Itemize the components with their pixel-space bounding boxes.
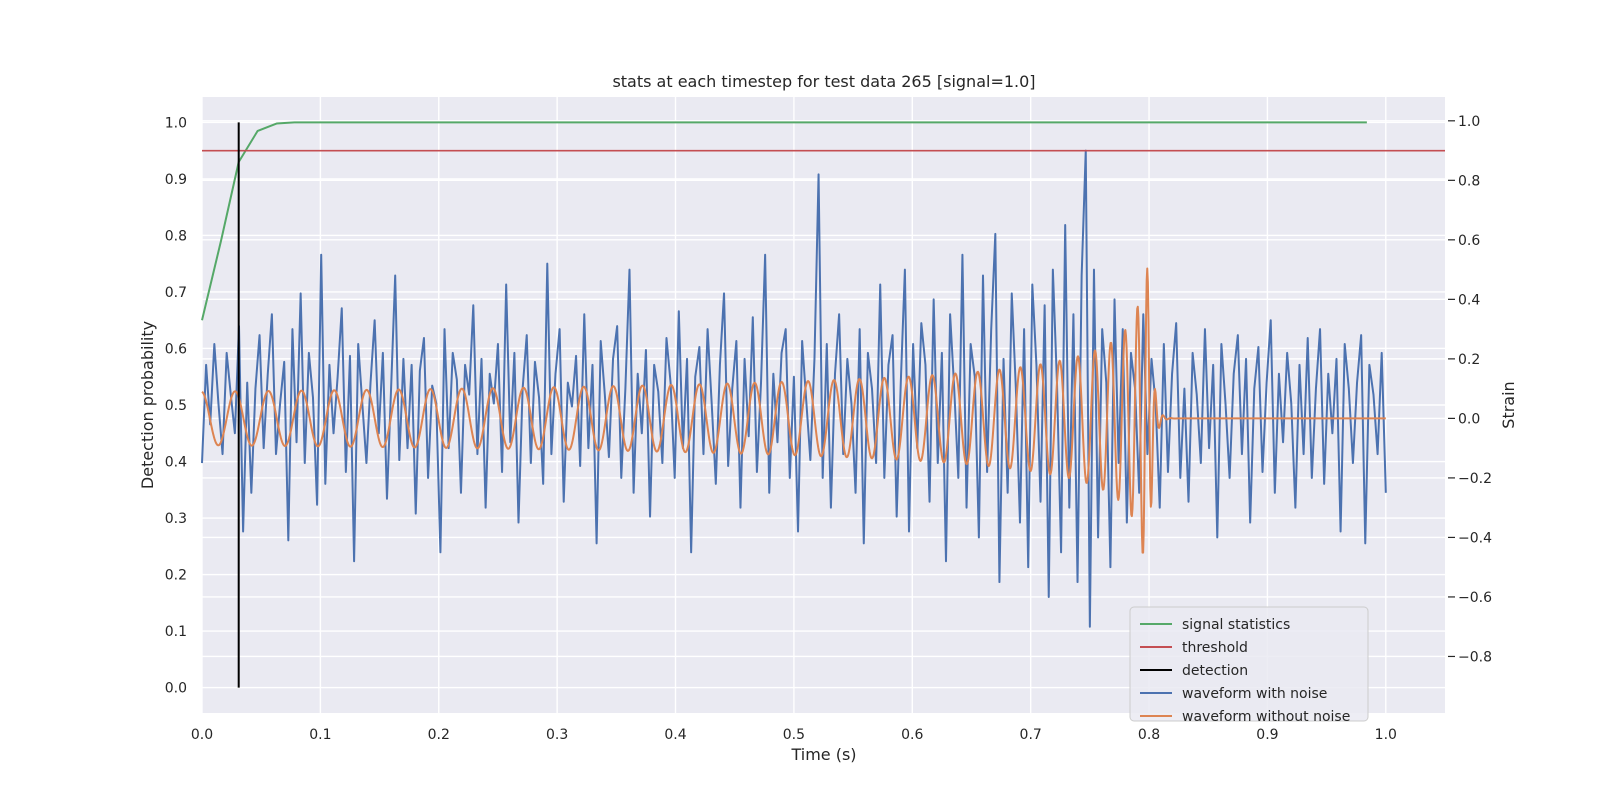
legend-label: threshold [1182,640,1248,656]
y-right-tick-label: 0.2 [1458,352,1480,368]
x-tick-label: 0.7 [1020,727,1042,743]
y-right-tick-label: −0.4 [1458,530,1492,546]
x-tick-label: 0.9 [1256,727,1278,743]
y-left-tick-label: 0.2 [165,568,187,584]
x-tick-label: 0.2 [428,727,450,743]
x-tick-label: 1.0 [1375,727,1397,743]
legend-box [1129,606,1369,722]
series-line-waveform-with-noise [201,149,1387,628]
legend-label: detection [1182,663,1248,679]
x-tick-label: 0.6 [901,727,923,743]
y-axis-right-ticks: −0.8 −0.6 −0.4 −0.2 0.0 0.2 0.4 0.6 0.8 1.0 [1448,114,1492,665]
x-tick-label: 0.8 [1138,727,1160,743]
x-axis-label: Time (s) [790,745,856,764]
y-right-tick-label: 1.0 [1458,114,1480,130]
y-left-tick-label: 1.0 [165,115,187,131]
x-tick-label: 0.3 [546,727,568,743]
legend-label: waveform with noise [1182,686,1327,702]
y-right-tick-label: 0.6 [1458,233,1480,249]
y-left-tick-label: 0.7 [165,285,187,301]
y-left-tick-label: 0.5 [165,398,187,414]
series-line-waveform-without-noise [201,267,1387,554]
y-axis-left-ticks: 0.0 0.1 0.2 0.3 0.4 0.5 0.6 0.7 0.8 0.9 1.0 [165,115,187,696]
y-axis-left-label: Detection probability [138,321,157,489]
x-tick-label: 0.1 [309,727,331,743]
y-left-tick-label: 0.0 [165,681,187,697]
y-right-tick-label: 0.8 [1458,173,1480,189]
y-right-tick-label: −0.6 [1458,590,1492,606]
y-axis-right-label: Strain [1499,381,1518,428]
y-right-tick-label: −0.2 [1458,471,1492,487]
y-right-tick-label: 0.0 [1458,411,1480,427]
x-tick-label: 0.0 [191,727,213,743]
y-left-tick-label: 0.8 [165,228,187,244]
x-axis-ticks: 0.0 0.1 0.2 0.3 0.4 0.5 0.6 0.7 0.8 0.9 1.0 [191,727,1397,743]
legend-label: signal statistics [1182,617,1290,633]
y-left-tick-label: 0.3 [165,511,187,527]
series-layer [201,121,1445,688]
y-right-tick-label: 0.4 [1458,292,1480,308]
y-left-tick-label: 0.9 [165,172,187,188]
legend: signal statistics threshold detection wavef… [1129,606,1369,725]
series-line-signal-statistics [201,121,1367,321]
chart-title: stats at each timestep for test data 265… [612,72,1035,91]
x-tick-label: 0.4 [664,727,686,743]
x-tick-label: 0.5 [783,727,805,743]
y-left-tick-label: 0.4 [165,455,187,471]
y-left-tick-label: 0.1 [165,624,187,640]
legend-label: waveform without noise [1182,709,1350,725]
y-right-tick-label: −0.8 [1458,649,1492,665]
y-left-tick-label: 0.6 [165,341,187,357]
